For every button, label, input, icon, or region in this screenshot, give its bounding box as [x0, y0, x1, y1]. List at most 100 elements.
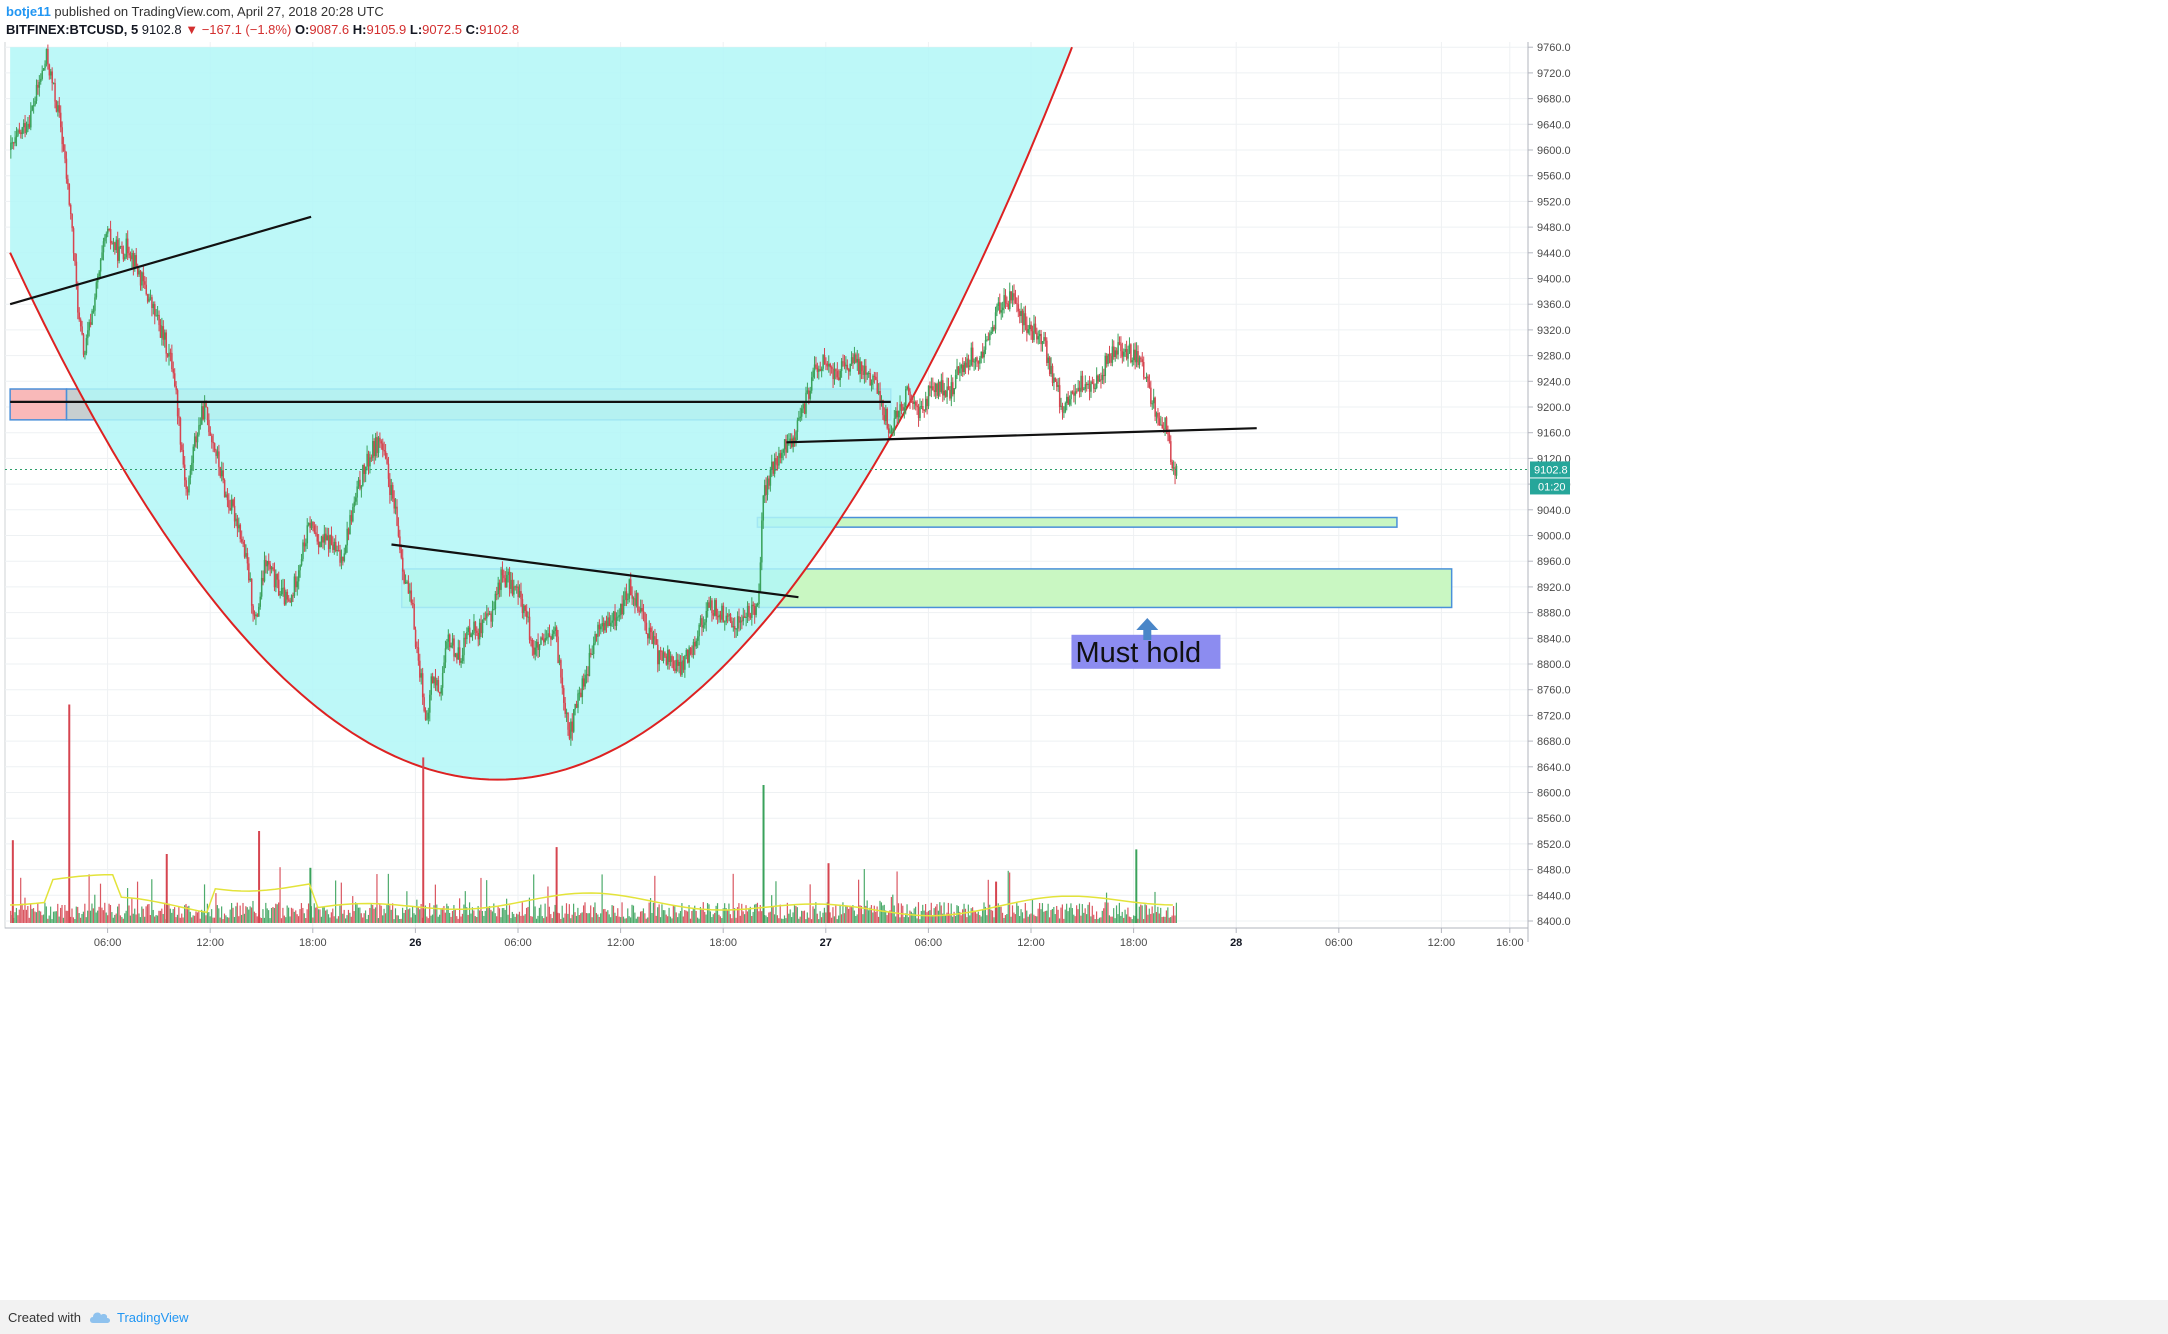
- volume-bar: [969, 915, 971, 923]
- candle-body: [782, 449, 784, 453]
- candle-body: [249, 578, 252, 581]
- volume-bar: [1120, 915, 1122, 923]
- volume-bar: [188, 905, 190, 923]
- candle-body: [104, 237, 106, 242]
- volume-bar: [1057, 909, 1059, 923]
- volume-bar: [1007, 870, 1009, 923]
- volume-bar: [366, 919, 368, 923]
- volume-bar: [977, 911, 979, 923]
- candle-body: [632, 598, 635, 600]
- candle-body: [316, 534, 319, 542]
- volume-bar: [223, 913, 226, 923]
- candle-body: [765, 485, 767, 495]
- candle-body: [980, 351, 983, 358]
- author-name[interactable]: botje11: [6, 4, 51, 19]
- volume-bar: [215, 893, 217, 923]
- candle-body: [463, 637, 465, 656]
- time-tick-label: 18:00: [709, 937, 737, 949]
- candle-body: [72, 228, 75, 254]
- candle-body: [262, 577, 264, 582]
- candle-body: [1093, 383, 1095, 389]
- price-tick-label: 8600.0: [1537, 788, 1571, 800]
- candle-body: [386, 458, 388, 464]
- candle-body: [1060, 405, 1062, 407]
- volume-bar: [203, 884, 206, 923]
- candle-body: [822, 355, 824, 369]
- candle-body: [587, 674, 589, 677]
- published-text: published on TradingView.com, April 27, …: [54, 4, 384, 19]
- candle-body: [1117, 342, 1119, 355]
- candle-body: [30, 110, 32, 128]
- volume-bar: [667, 916, 669, 923]
- volume-bar: [731, 918, 733, 923]
- candle-body: [954, 375, 957, 389]
- candle-body: [994, 312, 997, 330]
- volume-bar: [853, 910, 855, 923]
- volume-bar: [1040, 909, 1042, 923]
- price-chart[interactable]: Must hold 8400.08440.08480.08520.08560.0…: [0, 42, 2168, 1300]
- candle-body: [647, 634, 649, 639]
- candle-body: [315, 532, 317, 535]
- volume-bar: [319, 909, 321, 923]
- candle-body: [836, 371, 839, 378]
- volume-bar: [520, 915, 522, 923]
- candle-body: [1113, 346, 1115, 357]
- candle-body: [1014, 296, 1017, 304]
- volume-bar: [17, 915, 19, 923]
- cup-curve: [9, 46, 1073, 781]
- candle-body: [563, 688, 565, 703]
- candle-body: [376, 437, 378, 453]
- volume-bar: [899, 917, 901, 923]
- volume-bar: [842, 902, 844, 923]
- volume-bar: [655, 915, 657, 923]
- volume-bar: [1011, 905, 1014, 923]
- candle-body: [751, 604, 753, 618]
- volume-bar: [621, 902, 623, 923]
- volume-bar: [885, 910, 887, 923]
- volume-bar: [611, 905, 613, 923]
- volume-bar: [937, 910, 940, 923]
- volume-bar: [30, 904, 32, 923]
- volume-bar: [108, 903, 110, 923]
- candle-body: [987, 339, 990, 341]
- volume-bar: [952, 916, 954, 923]
- volume-bar: [538, 907, 541, 923]
- candle-body: [461, 655, 464, 661]
- volume-bar: [206, 903, 208, 923]
- volume-bar: [460, 916, 462, 923]
- candle-body: [38, 81, 41, 88]
- volume-spike: [68, 704, 71, 923]
- candle-body: [655, 639, 658, 645]
- tradingview-brand-link[interactable]: TradingView: [117, 1310, 189, 1325]
- candle-body: [719, 614, 722, 620]
- volume-bar: [89, 910, 92, 923]
- volume-bar: [689, 918, 692, 923]
- candle-body: [1154, 397, 1156, 417]
- volume-bar: [34, 911, 36, 923]
- volume-bar: [746, 911, 749, 923]
- candle-body: [231, 499, 233, 511]
- candle-body: [916, 405, 918, 408]
- volume-bar: [662, 910, 664, 923]
- volume-bar: [221, 906, 223, 923]
- last-price-badge-text: 9102.8: [1534, 464, 1568, 476]
- candle-body: [729, 613, 732, 622]
- candle-body: [450, 645, 452, 648]
- candle-body: [356, 486, 358, 498]
- candle-body: [843, 362, 846, 367]
- volume-bar: [413, 913, 415, 923]
- volume-bar: [657, 907, 659, 923]
- candle-body: [573, 709, 575, 732]
- volume-bar: [581, 912, 583, 923]
- volume-bar: [342, 913, 344, 923]
- volume-bar: [819, 911, 821, 923]
- candle-body: [1143, 362, 1145, 378]
- volume-bar: [829, 912, 831, 923]
- candle-body: [900, 404, 903, 407]
- cloud-logo-icon[interactable]: [88, 1309, 112, 1325]
- volume-bar: [185, 903, 187, 923]
- candle-body: [698, 624, 700, 637]
- volume-bar: [602, 909, 605, 923]
- candle-body: [248, 563, 250, 581]
- volume-bar: [470, 913, 472, 923]
